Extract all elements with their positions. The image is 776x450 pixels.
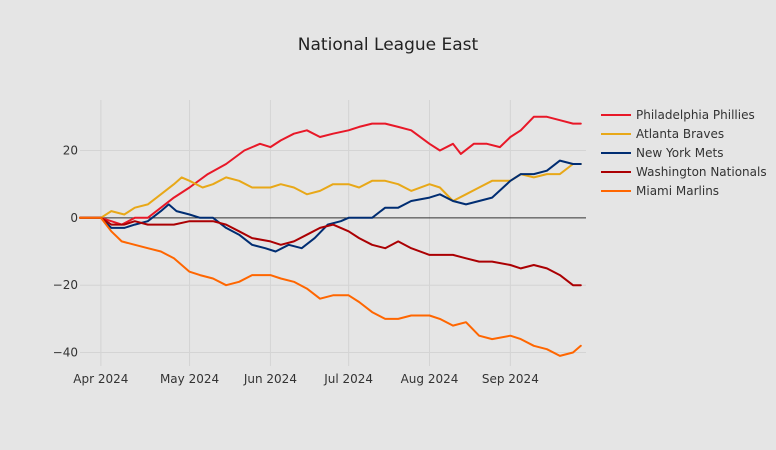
legend-item[interactable]: Philadelphia Phillies [601,108,755,122]
x-axis-ticks: Apr 2024 May 2024 Jun 2024 Jul 2024 Aug 2024… [73,372,539,386]
series-line-miami-marlins [79,216,582,357]
series-line-new-york-mets [79,159,582,253]
legend-item[interactable]: Washington Nationals [601,165,767,179]
x-tick-label: Apr 2024 [73,372,128,386]
series-line-atlanta-braves [79,163,582,219]
x-tick-label: May 2024 [160,372,219,386]
series-line-philadelphia-phillies [79,115,582,226]
y-tick-label: −20 [53,278,78,292]
legend-item[interactable]: Miami Marlins [601,184,719,198]
legend-label: Miami Marlins [636,184,719,198]
series-line-washington-nationals [79,216,582,287]
x-tick-label: Sep 2024 [482,372,539,386]
grid-layer [80,100,586,366]
y-axis-ticks: 20 0 −20 −40 [53,144,78,360]
y-tick-label: 0 [70,211,78,225]
chart-title: National League East [298,35,479,55]
x-tick-label: Jul 2024 [323,372,373,386]
legend-label: New York Mets [636,146,723,160]
series-layer [79,115,582,357]
x-tick-label: Jun 2024 [243,372,297,386]
legend-item[interactable]: New York Mets [601,146,723,160]
y-tick-label: −40 [53,346,78,360]
legend-item[interactable]: Atlanta Braves [601,127,724,141]
legend[interactable]: Philadelphia Phillies Atlanta Braves New Y… [601,108,767,198]
legend-label: Washington Nationals [636,165,767,179]
y-tick-label: 20 [63,144,78,158]
legend-label: Atlanta Braves [636,127,724,141]
x-tick-label: Aug 2024 [401,372,459,386]
legend-label: Philadelphia Phillies [636,108,755,122]
